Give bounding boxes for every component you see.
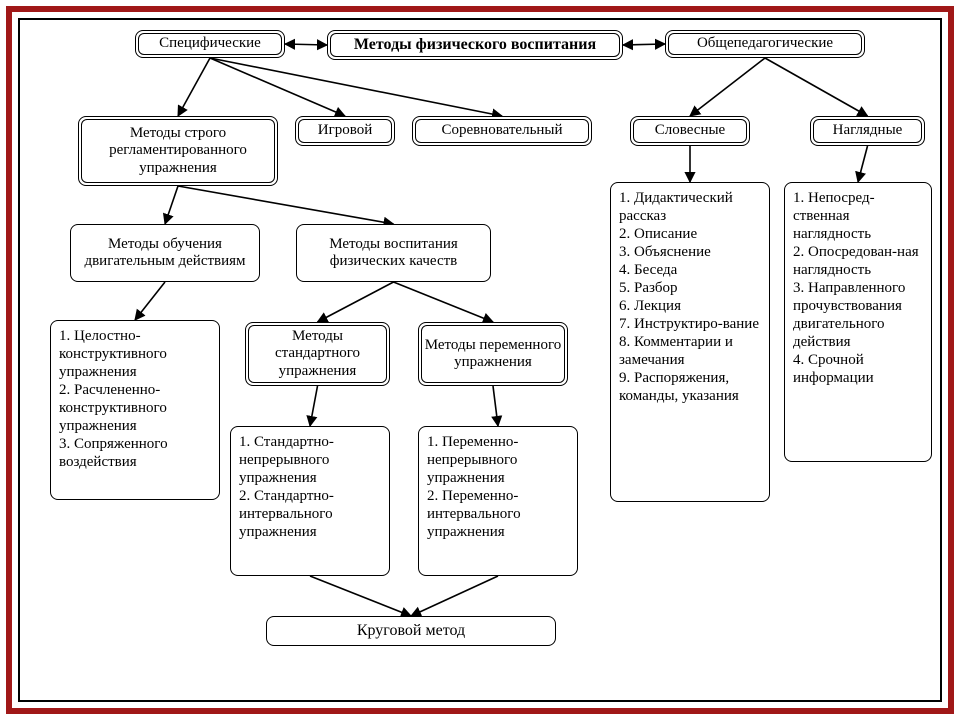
edge-learn-learn_list (135, 282, 165, 320)
node-root: Методы физического воспитания (327, 30, 623, 60)
diagram-stage: Методы физического воспитания Специфическ… (18, 18, 942, 702)
node-learn_list: 1. Целостно-конструктивного упражнения 2… (50, 320, 220, 500)
edge-std-std_list (310, 386, 318, 426)
node-std: Методы стандартного упражнения (245, 322, 390, 386)
node-visual_list: 1. Непосред-ственная наглядность 2. Опос… (784, 182, 932, 462)
edge-general-visual (765, 58, 868, 116)
node-visual: Наглядные (810, 116, 925, 146)
edge-root-general (623, 44, 665, 45)
edge-std_list-circular (310, 576, 411, 616)
edge-specific-strict (178, 58, 210, 116)
node-var: Методы переменного упражнения (418, 322, 568, 386)
node-circular: Круговой метод (266, 616, 556, 646)
node-strict: Методы строго регламентированного упражн… (78, 116, 278, 186)
edge-var-var_list (493, 386, 498, 426)
node-verbal_list: 1. Дидактический рассказ 2. Описание 3. … (610, 182, 770, 502)
edge-specific-compet (210, 58, 502, 116)
node-verbal: Словесные (630, 116, 750, 146)
edge-strict-qual (178, 186, 394, 224)
node-general: Общепедагогические (665, 30, 865, 58)
outer-frame: Методы физического воспитания Специфическ… (6, 6, 954, 714)
edge-qual-std (318, 282, 394, 322)
edge-general-verbal (690, 58, 765, 116)
edge-strict-learn (165, 186, 178, 224)
edge-specific-game (210, 58, 345, 116)
node-compet: Соревновательный (412, 116, 592, 146)
node-qual: Методы воспитания физических качеств (296, 224, 491, 282)
edge-var_list-circular (411, 576, 498, 616)
edge-visual-visual_list (858, 146, 868, 182)
node-var_list: 1. Переменно-непрерывного упражнения 2. … (418, 426, 578, 576)
edge-root-specific (285, 44, 327, 45)
node-specific: Специфические (135, 30, 285, 58)
node-learn: Методы обучения двигательным действиям (70, 224, 260, 282)
edge-qual-var (394, 282, 494, 322)
node-std_list: 1. Стандартно-непрерывного упражнения 2.… (230, 426, 390, 576)
node-game: Игровой (295, 116, 395, 146)
